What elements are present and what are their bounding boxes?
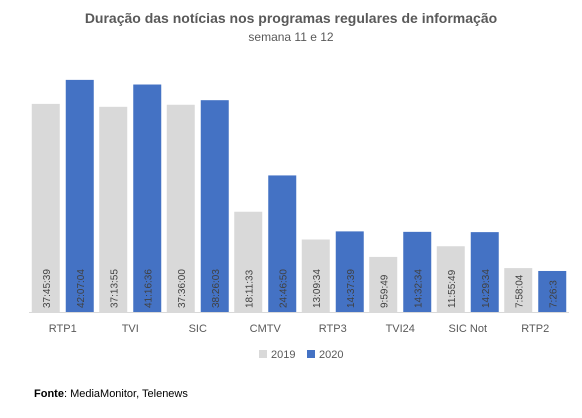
bar-2020-rtp1 [65, 79, 94, 312]
bar-2020-sic-not [470, 232, 499, 312]
chart-title: Duração das notícias nos programas regul… [84, 10, 498, 26]
source-note: Fonte: MediaMonitor, Telenews [34, 388, 188, 400]
category-tick-label: RTP3 [319, 323, 347, 335]
data-label: 42:07:04 [76, 269, 87, 308]
category-tick-label: RTP1 [49, 323, 77, 335]
data-label: 14:32:34 [413, 269, 424, 308]
bar-2019-rtp3 [301, 239, 330, 312]
legend-label-2020: 2020 [319, 349, 343, 361]
data-label: 18:11:33 [244, 269, 255, 308]
data-label: 11:55:49 [447, 269, 458, 308]
data-label: 37:45:39 [42, 269, 53, 308]
legend-swatch-2020 [307, 350, 315, 358]
bar-2020-rtp3 [335, 231, 364, 312]
source-text: : MediaMonitor, Telenews [63, 388, 188, 400]
bar-2019-tvi24 [369, 256, 398, 312]
category-tick-label: SIC Not [448, 323, 487, 335]
data-label: 41:16:36 [143, 269, 154, 308]
bar-2020-sic [200, 100, 229, 312]
category-tick-label: RTP2 [521, 323, 549, 335]
legend-swatch-2019 [259, 350, 267, 358]
data-label: 14:29:34 [481, 269, 492, 308]
bar-2020-rtp2 [538, 270, 567, 312]
category-tick-label: TVI [122, 323, 139, 335]
bar-2019-tvi [99, 106, 128, 313]
bar-2019-sic [166, 104, 195, 312]
data-label: 37:36:00 [177, 269, 188, 308]
data-label: 14:37:39 [346, 269, 357, 308]
bar-2019-cmtv [234, 211, 263, 312]
data-label: 24:46:50 [278, 269, 289, 308]
bar-2019-sic-not [436, 246, 465, 312]
data-label: 7:26:3 [548, 280, 559, 308]
chart-subtitle: semana 11 e 12 [248, 30, 334, 44]
data-label: 38:26:03 [211, 269, 222, 308]
bar-2019-rtp1 [31, 103, 60, 313]
data-label: 7:58:04 [514, 274, 525, 308]
data-label: 37:13:55 [109, 269, 120, 308]
category-tick-label: TVI24 [386, 323, 415, 335]
legend-label-2019: 2019 [271, 349, 295, 361]
bar-2020-tvi [133, 84, 162, 312]
category-tick-label: CMTV [250, 323, 282, 335]
data-label: 13:09:34 [312, 269, 323, 308]
source-label: Fonte [34, 388, 64, 400]
category-tick-label: SIC [189, 323, 207, 335]
data-label: 9:59:49 [379, 274, 390, 308]
bar-2020-cmtv [268, 175, 297, 312]
bar-2020-tvi24 [403, 231, 432, 312]
bar-2019-rtp2 [504, 268, 533, 312]
